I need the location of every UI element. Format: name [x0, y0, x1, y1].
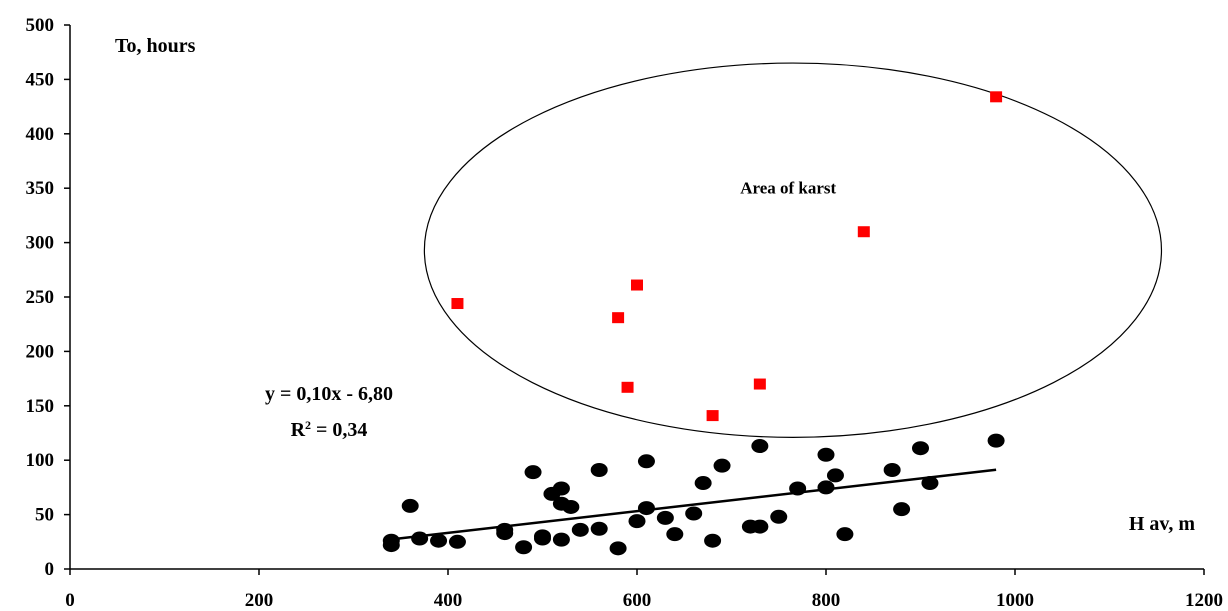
point-circle: [609, 541, 627, 556]
point-circle: [628, 514, 646, 529]
trendline-equation: y = 0,10x - 6,80: [265, 383, 393, 405]
y-tick-label: 300: [26, 233, 55, 254]
point-square: [451, 298, 464, 310]
y-tick-label: 400: [26, 124, 55, 145]
x-tick-label: 800: [812, 590, 841, 611]
point-circle: [912, 441, 929, 456]
trendline: [391, 468, 997, 541]
point-circle: [817, 447, 835, 462]
trendline-layer: [391, 468, 997, 541]
point-circle: [751, 519, 769, 534]
y-tick-label: 350: [26, 178, 55, 199]
point-circle: [685, 506, 703, 521]
axes: [64, 24, 1205, 575]
y-tick-label: 500: [26, 15, 55, 36]
point-circle: [836, 527, 854, 542]
y-tick-label: 0: [45, 559, 55, 580]
point-circle: [562, 499, 580, 514]
point-circle: [704, 533, 722, 548]
x-tick-label: 400: [434, 590, 463, 611]
point-square: [621, 381, 634, 393]
point-circle: [552, 481, 570, 496]
point-circle: [656, 510, 674, 525]
point-square: [753, 378, 766, 390]
point-circle: [694, 476, 712, 491]
y-tick-label: 250: [26, 287, 55, 308]
point-circle: [637, 454, 655, 469]
r-squared-prefix: R: [291, 419, 306, 441]
x-tick-labels: 0 200 400 600 800 1000 1200: [65, 590, 1223, 611]
point-circle: [515, 540, 533, 555]
y-axis-label: To, hours: [115, 35, 196, 57]
point-circle: [534, 531, 551, 546]
point-circle: [789, 481, 807, 496]
point-circle: [666, 527, 684, 542]
y-tick-labels: 0 50 100 150 200 250 300 350 400 450 500: [26, 15, 55, 580]
point-square: [612, 312, 625, 324]
point-circle: [571, 522, 589, 537]
x-tick-label: 600: [623, 590, 652, 611]
y-tick-label: 150: [26, 396, 55, 417]
point-circle: [524, 465, 542, 480]
point-circle: [817, 480, 835, 495]
r-squared-sup: 2: [305, 418, 311, 432]
x-tick-label: 1200: [1185, 590, 1223, 611]
data-points: [382, 91, 1005, 556]
x-axis-label: H av, m: [1129, 513, 1195, 535]
point-circle: [770, 509, 788, 524]
point-circle: [401, 498, 419, 513]
point-circle: [382, 538, 400, 553]
r-squared-suffix: = 0,34: [311, 419, 367, 441]
y-tick-label: 100: [26, 450, 55, 471]
point-circle: [893, 502, 911, 517]
y-tick-label: 200: [26, 341, 55, 362]
x-tick-label: 200: [245, 590, 274, 611]
y-tick-label: 50: [35, 505, 54, 526]
karst-area: [423, 62, 1163, 438]
x-tick-label: 0: [65, 590, 75, 611]
point-circle: [496, 526, 514, 541]
karst-ellipse: [423, 62, 1163, 438]
r-squared: R2 = 0,34: [291, 418, 368, 441]
point-circle: [552, 532, 570, 547]
point-circle: [987, 433, 1005, 448]
point-square: [990, 91, 1003, 103]
point-circle: [430, 533, 448, 548]
point-circle: [637, 501, 655, 516]
point-circle: [826, 468, 844, 483]
point-circle: [751, 439, 769, 454]
point-circle: [448, 534, 466, 549]
point-circle: [713, 458, 731, 473]
point-square: [706, 410, 719, 422]
karst-annotation: Area of karst: [740, 179, 836, 198]
point-circle: [411, 531, 429, 546]
x-tick-label: 1000: [996, 590, 1034, 611]
point-circle: [883, 462, 901, 477]
point-square: [857, 226, 870, 238]
y-tick-label: 450: [26, 69, 55, 90]
point-circle: [921, 476, 939, 491]
point-circle: [590, 462, 608, 477]
point-circle: [590, 521, 608, 536]
point-square: [631, 279, 643, 291]
